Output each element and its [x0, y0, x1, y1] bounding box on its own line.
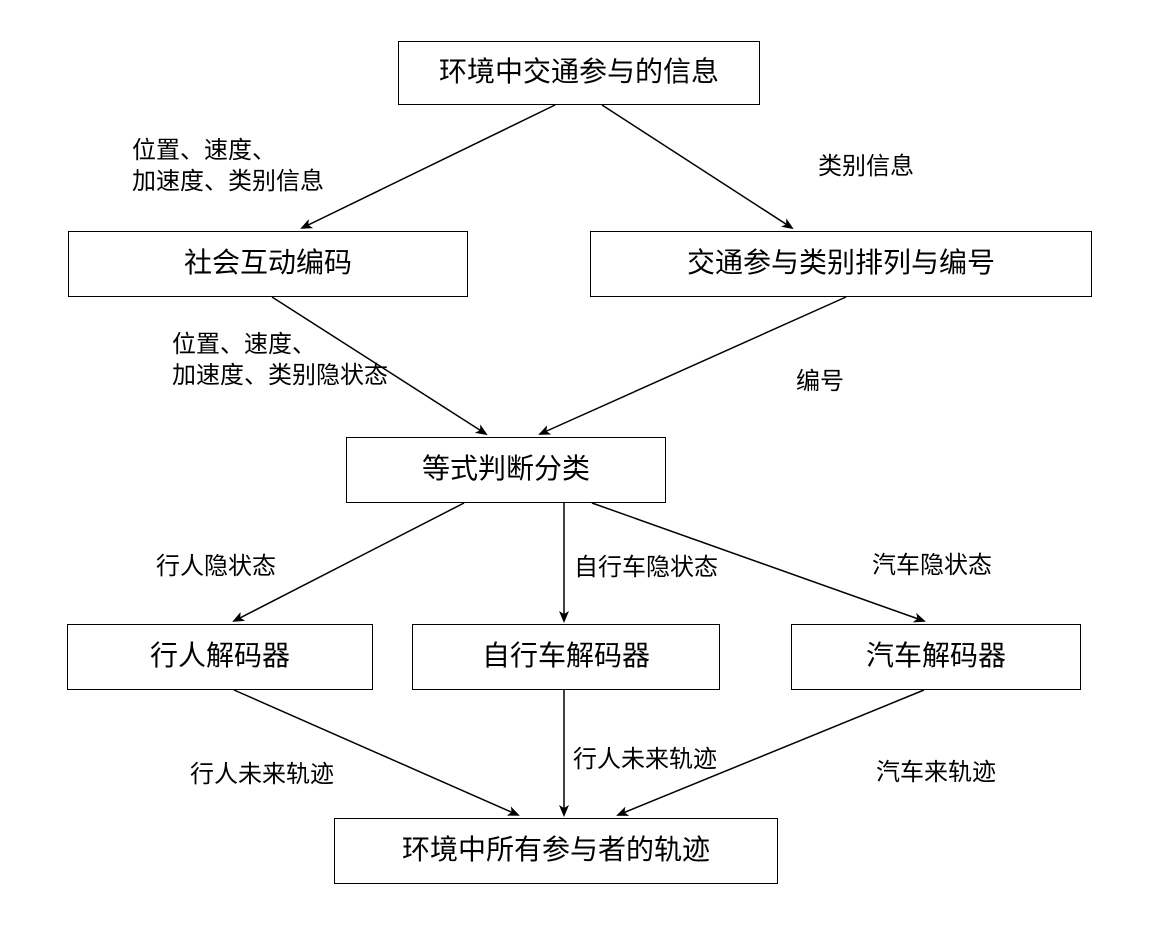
- edge-label-bike-future: 行人未来轨迹: [573, 745, 717, 776]
- node-enc-left: 社会互动编码: [68, 231, 468, 297]
- node-dec-car: 汽车解码器: [791, 624, 1081, 690]
- edge-label-mid-right: 编号: [796, 367, 844, 398]
- node-top: 环境中交通参与的信息: [398, 41, 760, 105]
- node-mid: 等式判断分类: [346, 437, 666, 503]
- edge-label-top-left: 位置、速度、 加速度、类别信息: [132, 136, 324, 198]
- edge-label-bike-state: 自行车隐状态: [574, 553, 718, 584]
- node-dec-ped: 行人解码器: [67, 624, 373, 690]
- node-bottom: 环境中所有参与者的轨迹: [334, 818, 778, 884]
- edge-label-mid-left: 位置、速度、 加速度、类别隐状态: [172, 330, 388, 392]
- edge-label-ped-future: 行人未来轨迹: [190, 760, 334, 791]
- flowchart-canvas: 环境中交通参与的信息 社会互动编码 交通参与类别排列与编号 等式判断分类 行人解…: [0, 0, 1160, 932]
- edge-label-ped-state: 行人隐状态: [156, 552, 276, 583]
- node-dec-bike: 自行车解码器: [412, 624, 720, 690]
- edge-label-car-future: 汽车来轨迹: [876, 758, 996, 789]
- edge-label-top-right: 类别信息: [818, 152, 914, 183]
- node-enc-right: 交通参与类别排列与编号: [590, 231, 1092, 297]
- edge-label-car-state: 汽车隐状态: [872, 551, 992, 582]
